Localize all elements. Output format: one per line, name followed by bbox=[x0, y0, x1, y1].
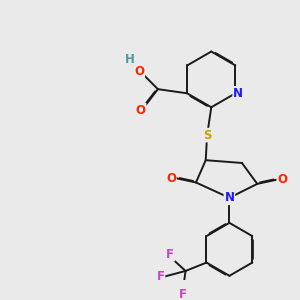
Text: O: O bbox=[166, 172, 176, 185]
Text: H: H bbox=[125, 53, 135, 66]
Text: F: F bbox=[157, 270, 164, 283]
Text: F: F bbox=[179, 288, 187, 300]
Text: O: O bbox=[136, 103, 146, 116]
Text: F: F bbox=[166, 248, 174, 261]
Text: N: N bbox=[224, 191, 234, 204]
Text: S: S bbox=[203, 129, 212, 142]
Text: O: O bbox=[134, 64, 144, 77]
Text: O: O bbox=[277, 173, 287, 186]
Text: N: N bbox=[233, 87, 243, 100]
